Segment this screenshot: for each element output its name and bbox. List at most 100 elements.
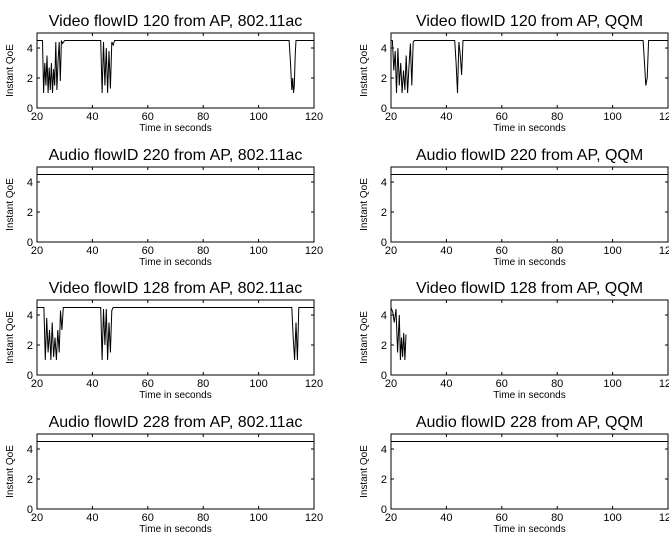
y-tick-label: 2	[27, 340, 33, 352]
x-tick-label: 80	[197, 111, 209, 123]
chart-title: Video flowID 120 from AP, 802.11ac	[49, 13, 303, 30]
y-tick-label: 2	[381, 207, 387, 219]
y-tick-label: 4	[381, 43, 387, 55]
x-tick-label: 20	[385, 111, 397, 123]
y-tick-label: 2	[381, 73, 387, 85]
y-tick-label: 0	[381, 103, 387, 115]
x-tick-label: 80	[197, 512, 209, 524]
x-tick-label: 20	[385, 512, 397, 524]
x-tick-label: 120	[305, 378, 323, 390]
x-axis-label: Time in seconds	[139, 123, 211, 134]
y-axis-label: Instant QoE	[359, 311, 370, 364]
y-axis-label: Instant QoE	[5, 178, 16, 231]
chart-panel: Audio flowID 228 from AP, 802.11ac 20 40 60…	[5, 414, 323, 535]
chart-title: Audio flowID 228 from AP, 802.11ac	[49, 414, 303, 431]
y-tick-label: 2	[27, 73, 33, 85]
x-tick-label: 80	[197, 378, 209, 390]
series-line	[37, 40, 314, 94]
y-tick-label: 4	[27, 310, 33, 322]
x-tick-label: 80	[197, 245, 209, 257]
x-tick-label: 60	[496, 512, 508, 524]
x-axis-label: Time in seconds	[493, 123, 565, 134]
y-axis-label: Instant QoE	[5, 44, 16, 97]
y-axis-label: Instant QoE	[5, 311, 16, 364]
x-tick-label: 40	[86, 512, 98, 524]
chart-title: Audio flowID 220 from AP, 802.11ac	[49, 147, 303, 164]
chart-title: Video flowID 128 from AP, QQM	[416, 280, 643, 297]
plot-frame	[390, 299, 669, 376]
x-tick-label: 40	[86, 378, 98, 390]
x-tick-label: 120	[305, 245, 323, 257]
x-tick-label: 20	[31, 378, 43, 390]
x-axis-label: Time in seconds	[139, 524, 211, 535]
x-tick-label: 40	[440, 245, 452, 257]
chart-title: Audio flowID 220 from AP, QQM	[416, 147, 643, 164]
chart-title: Video flowID 128 from AP, 802.11ac	[49, 280, 303, 297]
y-tick-label: 4	[27, 43, 33, 55]
plot-frame	[36, 433, 315, 510]
x-tick-label: 60	[142, 111, 154, 123]
x-tick-label: 100	[603, 512, 621, 524]
x-tick-label: 20	[31, 111, 43, 123]
y-axis-label: Instant QoE	[359, 178, 370, 231]
y-tick-label: 0	[27, 237, 33, 249]
x-tick-label: 100	[603, 378, 621, 390]
plot-frame	[36, 32, 315, 109]
y-tick-label: 2	[27, 474, 33, 486]
series-line	[37, 307, 314, 361]
x-tick-label: 20	[385, 378, 397, 390]
x-tick-label: 60	[496, 378, 508, 390]
x-tick-label: 60	[142, 512, 154, 524]
x-axis-label: Time in seconds	[493, 524, 565, 535]
x-axis-label: Time in seconds	[139, 390, 211, 401]
x-tick-label: 80	[551, 245, 563, 257]
y-axis-label: Instant QoE	[5, 445, 16, 498]
x-tick-label: 120	[659, 512, 669, 524]
x-tick-label: 40	[86, 245, 98, 257]
x-tick-label: 120	[659, 378, 669, 390]
x-tick-label: 20	[31, 245, 43, 257]
x-tick-label: 100	[249, 111, 267, 123]
x-tick-label: 120	[305, 512, 323, 524]
y-tick-label: 0	[381, 237, 387, 249]
x-tick-label: 100	[249, 245, 267, 257]
plot-frame	[36, 166, 315, 243]
y-tick-label: 0	[381, 370, 387, 382]
x-tick-label: 20	[31, 512, 43, 524]
x-tick-label: 120	[659, 111, 669, 123]
plot-frame	[390, 166, 669, 243]
plot-frame	[390, 32, 669, 109]
x-axis-label: Time in seconds	[139, 257, 211, 268]
x-tick-label: 40	[440, 512, 452, 524]
x-tick-label: 80	[551, 512, 563, 524]
x-tick-label: 100	[249, 378, 267, 390]
y-axis-label: Instant QoE	[359, 445, 370, 498]
chart-title: Video flowID 120 from AP, QQM	[416, 13, 643, 30]
x-tick-label: 80	[551, 111, 563, 123]
y-tick-label: 4	[27, 177, 33, 189]
x-tick-label: 120	[305, 111, 323, 123]
plot-frame	[36, 299, 315, 376]
x-axis-label: Time in seconds	[493, 390, 565, 401]
y-axis-label: Instant QoE	[359, 44, 370, 97]
y-tick-label: 2	[381, 474, 387, 486]
x-tick-label: 60	[496, 245, 508, 257]
x-tick-label: 40	[440, 111, 452, 123]
chart-title: Audio flowID 228 from AP, QQM	[416, 414, 643, 431]
y-tick-label: 2	[381, 340, 387, 352]
x-axis-label: Time in seconds	[493, 257, 565, 268]
series-line	[391, 307, 407, 361]
x-tick-label: 60	[142, 378, 154, 390]
x-tick-label: 100	[603, 111, 621, 123]
y-tick-label: 0	[27, 370, 33, 382]
y-tick-label: 0	[27, 103, 33, 115]
x-tick-label: 40	[86, 111, 98, 123]
x-tick-label: 60	[496, 111, 508, 123]
x-tick-label: 60	[142, 245, 154, 257]
plot-frame	[390, 433, 669, 510]
y-tick-label: 4	[27, 444, 33, 456]
